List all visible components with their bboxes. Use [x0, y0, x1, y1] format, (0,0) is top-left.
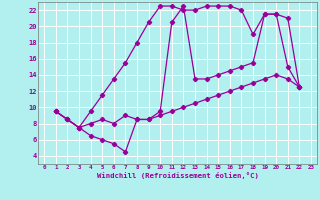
- X-axis label: Windchill (Refroidissement éolien,°C): Windchill (Refroidissement éolien,°C): [97, 172, 259, 179]
